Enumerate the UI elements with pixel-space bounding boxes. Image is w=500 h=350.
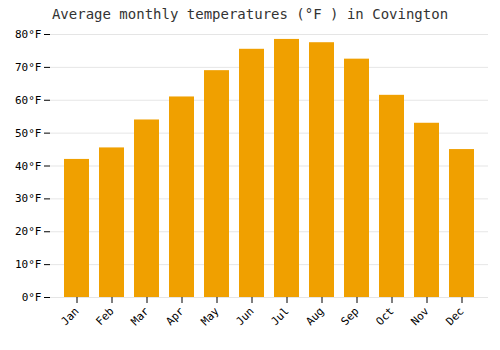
- svg-text:50°F: 50°F: [15, 127, 42, 140]
- svg-text:Mar: Mar: [128, 304, 152, 328]
- svg-text:70°F: 70°F: [15, 61, 42, 74]
- svg-text:Jun: Jun: [233, 305, 256, 328]
- svg-text:Dec: Dec: [443, 305, 466, 328]
- svg-text:30°F: 30°F: [15, 192, 42, 205]
- html-text:Average monthly temperatures (: Average monthly temperatures (°F ) in Co…: [51, 6, 449, 22]
- svg-text:Feb: Feb: [93, 305, 116, 328]
- svg-text:Apr: Apr: [163, 304, 187, 328]
- svg-text:0°F: 0°F: [22, 291, 42, 304]
- svg-text:Sep: Sep: [338, 305, 361, 328]
- svg-text:Nov: Nov: [408, 304, 432, 328]
- svg-text:80°F: 80°F: [15, 28, 42, 41]
- svg-text:May: May: [198, 304, 222, 328]
- svg-text:10°F: 10°F: [15, 258, 42, 271]
- svg-text:Oct: Oct: [373, 305, 396, 328]
- svg-text:Aug: Aug: [303, 305, 326, 328]
- svg-text:40°F: 40°F: [15, 160, 42, 173]
- svg-text:20°F: 20°F: [15, 225, 42, 238]
- svg-text:Jan: Jan: [58, 305, 81, 328]
- svg-text:60°F: 60°F: [15, 94, 42, 107]
- svg-text:Jul: Jul: [268, 305, 291, 328]
